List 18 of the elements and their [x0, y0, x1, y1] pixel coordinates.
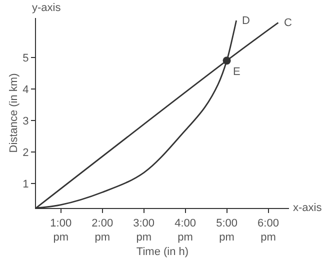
- annotation: D: [242, 15, 250, 27]
- y-tick-label: 3: [22, 115, 29, 128]
- x-axis-title: Time (in h): [136, 246, 189, 258]
- x-tick-label: 2:00 pm: [92, 217, 114, 244]
- x-tick-label: 3:00 pm: [133, 217, 155, 244]
- text: y-axis: [32, 2, 62, 14]
- x-tick-label: 5:00 pm: [216, 217, 238, 244]
- annotation: E: [233, 66, 240, 78]
- text: x-axis: [293, 202, 322, 214]
- y-axis-title: Distance (in km): [8, 73, 20, 153]
- annotation: C: [284, 17, 292, 29]
- x-tick-label: 1:00 pm: [50, 217, 72, 244]
- x-tick-label: 6:00 pm: [258, 217, 279, 244]
- y-tick-label: 2: [22, 146, 29, 159]
- y-tick-label: 5: [22, 52, 29, 64]
- y-tick-label: 1: [22, 178, 29, 191]
- y-tick-label: 4: [22, 84, 29, 96]
- x-tick-label: 4:00 pm: [174, 217, 196, 244]
